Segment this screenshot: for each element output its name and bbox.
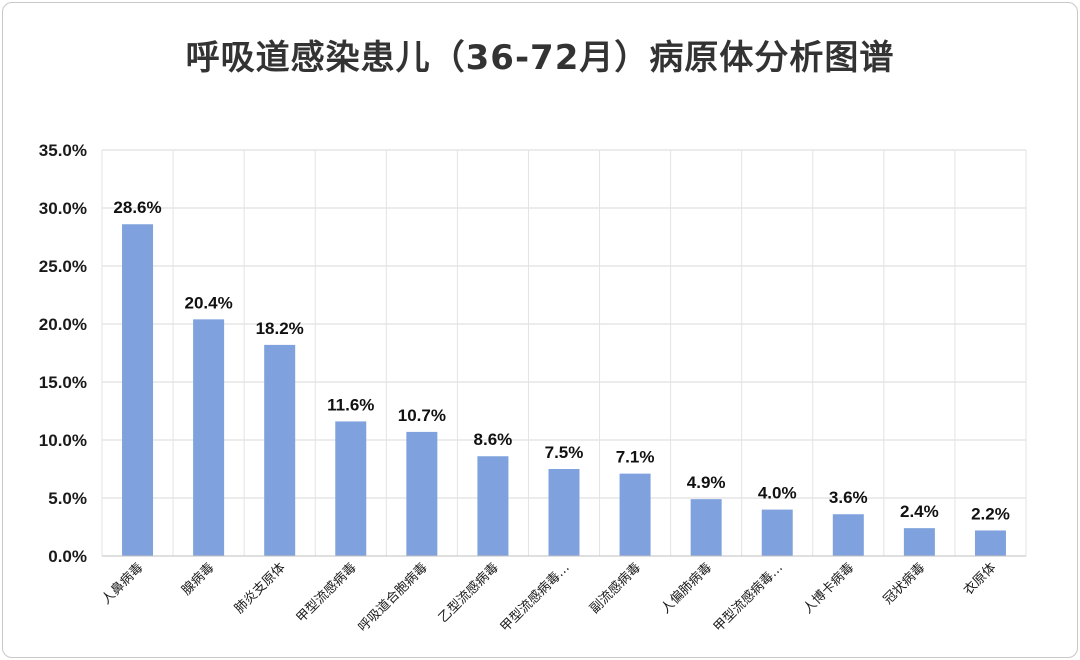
x-tick-label: 乙型流感病毒	[435, 560, 501, 626]
bar	[974, 530, 1006, 556]
bar	[548, 469, 580, 556]
data-label: 20.4%	[185, 293, 233, 312]
chart-title: 呼吸道感染患儿（36-72月）病原体分析图谱	[185, 38, 895, 78]
y-tick-label: 30.0%	[39, 199, 87, 218]
data-label: 3.6%	[829, 488, 868, 507]
x-tick-label: 甲型流感病毒…	[497, 560, 573, 636]
y-tick-label: 0.0%	[48, 547, 87, 566]
x-tick-label: 肺炎支原体	[232, 560, 289, 617]
x-tick-label: 腺病毒	[179, 560, 217, 598]
x-tick-label: 副流感病毒	[587, 560, 644, 617]
data-label: 2.4%	[900, 502, 939, 521]
bar	[903, 528, 935, 556]
data-label: 4.9%	[687, 473, 726, 492]
data-label: 11.6%	[327, 395, 374, 414]
data-label: 28.6%	[113, 198, 161, 217]
x-tick-label: 甲型流感病毒	[293, 560, 359, 626]
bar	[832, 514, 864, 556]
data-label: 10.7%	[398, 406, 446, 425]
bar	[406, 431, 438, 556]
y-tick-label: 5.0%	[48, 489, 87, 508]
data-label: 7.5%	[545, 443, 584, 462]
bar	[477, 456, 509, 556]
y-tick-label: 25.0%	[39, 257, 87, 276]
bar	[122, 224, 154, 557]
y-tick-label: 15.0%	[39, 373, 87, 392]
data-label: 2.2%	[971, 504, 1010, 523]
bar	[761, 509, 793, 556]
x-tick-label: 呼吸道合胞病毒	[356, 560, 431, 635]
bar	[264, 344, 296, 556]
data-label: 18.2%	[256, 319, 304, 338]
x-tick-label: 衣原体	[960, 560, 999, 599]
y-tick-label: 10.0%	[39, 431, 87, 450]
bar	[619, 473, 651, 556]
x-tick-label: 人偏肺病毒	[658, 560, 715, 617]
bar	[335, 421, 367, 556]
data-label: 8.6%	[474, 430, 513, 449]
y-tick-label: 20.0%	[39, 315, 87, 334]
bar	[193, 319, 225, 556]
data-label: 7.1%	[616, 448, 655, 467]
x-tick-label: 人博卡病毒	[801, 560, 858, 617]
data-label: 4.0%	[758, 484, 797, 503]
x-tick-label: 冠状病毒	[881, 560, 928, 607]
bar	[690, 499, 722, 556]
x-tick-label: 甲型流感病毒…	[710, 560, 786, 636]
y-tick-label: 35.0%	[39, 141, 87, 160]
x-tick-label: 人鼻病毒	[98, 560, 146, 608]
